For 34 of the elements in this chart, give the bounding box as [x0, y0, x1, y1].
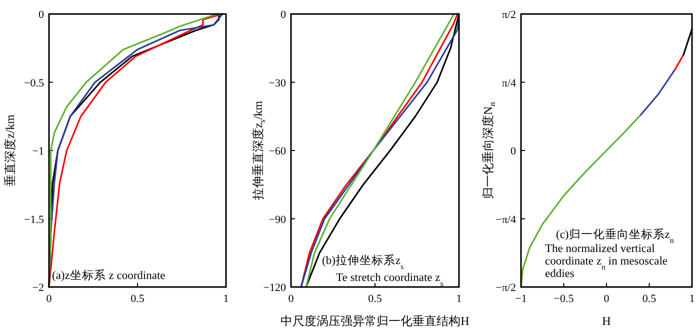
annotation: Te stretch coordinate z$_{s}$: [336, 272, 444, 288]
y-tick-label: −0.5: [24, 77, 44, 90]
x-axis-title: H: [602, 314, 612, 328]
x-axis-title: 中尺度涡压强异常归一化垂直结构H: [280, 314, 470, 328]
y-tick-label: −120: [263, 282, 286, 294]
y-tick-label: −1: [32, 146, 44, 158]
y-tick-label: −π/4: [496, 214, 516, 226]
y-tick-label: π/2: [502, 9, 516, 21]
x-tick-label: 0.5: [642, 293, 657, 305]
y-tick-label: −30: [268, 77, 286, 90]
x-tick-label: 0.5: [368, 293, 382, 305]
y-tick-label: π/4: [502, 77, 516, 90]
y-tick-label: 0: [280, 9, 286, 21]
annotation: (a)z坐标系 z coordinate: [52, 269, 166, 282]
x-tick-label: 1: [689, 293, 695, 305]
x-tick-label: 0.5: [130, 293, 145, 305]
annotation: (b)拉伸坐标系z$_{s}$: [322, 254, 404, 270]
y-tick-label: −1.5: [24, 214, 44, 226]
x-tick-label: −0.5: [554, 293, 574, 305]
y-tick-label: −π/2: [496, 282, 516, 294]
x-tick-label: 0: [46, 293, 52, 305]
x-tick-label: 0: [604, 293, 610, 305]
x-tick-label: −1: [515, 293, 527, 305]
y-axis-title: 垂直深度z/km: [3, 114, 17, 186]
text: The normalized vertical coordinate z$_{n}$ in mesoscale eddies: [545, 243, 668, 280]
y-tick-label: 0: [38, 9, 44, 21]
x-tick-label: 1: [223, 293, 229, 305]
annotation: (c)归一化垂向坐标系z$_{n}$: [556, 228, 674, 244]
x-tick-label: 0: [288, 293, 294, 305]
y-tick-label: −90: [268, 214, 286, 226]
x-tick-label: 1: [456, 293, 462, 305]
y-tick-label: −2: [32, 282, 44, 294]
y-tick-label: 0: [510, 146, 516, 158]
y-tick-label: −60: [268, 146, 286, 158]
